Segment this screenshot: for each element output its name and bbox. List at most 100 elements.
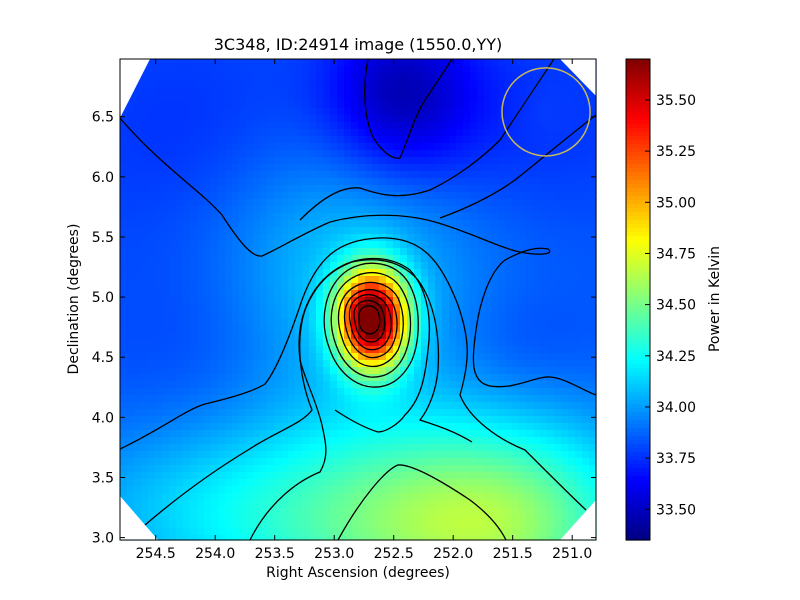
heatmap-cell <box>470 255 478 263</box>
heatmap-cell <box>183 80 191 88</box>
colorbar-strip <box>626 183 650 188</box>
heatmap-cell <box>582 87 590 95</box>
colorbar-tick-label: 34.50 <box>656 298 696 314</box>
heatmap-cell <box>337 129 345 137</box>
heatmap-cell <box>498 325 506 333</box>
heatmap-cell <box>386 367 394 375</box>
heatmap-cell <box>463 129 471 137</box>
heatmap-cell <box>309 423 317 431</box>
heatmap-cell <box>533 185 541 193</box>
heatmap-cell <box>372 409 380 417</box>
heatmap-cell <box>155 227 163 235</box>
heatmap-cell <box>302 360 310 368</box>
heatmap-cell <box>505 465 513 473</box>
heatmap-cell <box>274 353 282 361</box>
heatmap-cell <box>400 535 408 541</box>
heatmap-cell <box>582 164 590 172</box>
heatmap-cell <box>470 213 478 221</box>
heatmap-cell <box>176 402 184 410</box>
x-tick-label: 254.0 <box>195 546 235 562</box>
heatmap-cell <box>183 248 191 256</box>
colorbar-strip <box>626 295 650 301</box>
heatmap-cell <box>582 213 590 221</box>
heatmap-cell <box>218 325 226 333</box>
heatmap-cell <box>246 276 254 284</box>
heatmap-cell <box>344 423 352 431</box>
heatmap-cell <box>239 507 247 515</box>
heatmap-cell <box>197 318 205 326</box>
heatmap-cell <box>274 339 282 347</box>
heatmap-cell <box>393 507 401 515</box>
heatmap-cell <box>330 521 338 529</box>
heatmap-cell <box>169 423 177 431</box>
heatmap-cell <box>274 472 282 480</box>
heatmap-cell <box>484 409 492 417</box>
heatmap-cell <box>575 486 583 494</box>
heatmap-cell <box>134 185 142 193</box>
heatmap-cell <box>190 94 198 102</box>
heatmap-cell <box>470 206 478 214</box>
heatmap-cell <box>169 185 177 193</box>
heatmap-cell <box>120 192 128 200</box>
heatmap-cell <box>253 423 261 431</box>
heatmap-cell <box>120 276 128 284</box>
heatmap-cell <box>330 304 338 312</box>
heatmap-cell <box>309 150 317 158</box>
heatmap-cell <box>302 395 310 403</box>
heatmap-cell <box>582 171 590 179</box>
heatmap-cell <box>561 234 569 242</box>
heatmap-cell <box>260 157 268 165</box>
heatmap-cell <box>274 115 282 123</box>
heatmap-cell <box>323 430 331 438</box>
heatmap-cell <box>463 80 471 88</box>
heatmap-cell <box>225 115 233 123</box>
heatmap-cell <box>169 535 177 541</box>
heatmap-cell <box>344 122 352 130</box>
heatmap-cell <box>386 199 394 207</box>
heatmap-cell <box>519 206 527 214</box>
heatmap-cell <box>505 234 513 242</box>
heatmap-cell <box>456 192 464 200</box>
heatmap-cell <box>309 185 317 193</box>
heatmap-cell <box>141 367 149 375</box>
heatmap-cell <box>183 339 191 347</box>
heatmap-cell <box>400 423 408 431</box>
heatmap-cell <box>169 248 177 256</box>
heatmap-cell <box>246 486 254 494</box>
heatmap-cell <box>218 507 226 515</box>
heatmap-cell <box>428 94 436 102</box>
heatmap-cell <box>190 192 198 200</box>
heatmap-cell <box>120 367 128 375</box>
heatmap-cell <box>134 283 142 291</box>
heatmap-cell <box>456 535 464 541</box>
heatmap-cell <box>351 465 359 473</box>
heatmap-cell <box>155 108 163 116</box>
heatmap-cell <box>176 339 184 347</box>
heatmap-cell <box>526 402 534 410</box>
heatmap-cell <box>169 395 177 403</box>
heatmap-cell <box>484 185 492 193</box>
colorbar-strip <box>626 139 650 144</box>
heatmap-cell <box>246 339 254 347</box>
heatmap-cell <box>253 311 261 319</box>
heatmap-cell <box>155 465 163 473</box>
heatmap-cell <box>239 395 247 403</box>
heatmap-cell <box>386 241 394 249</box>
heatmap-cell <box>554 514 562 522</box>
heatmap-cell <box>239 416 247 424</box>
heatmap-cell <box>148 262 156 270</box>
heatmap-cell <box>512 528 520 536</box>
heatmap-cell <box>526 325 534 333</box>
heatmap-cell <box>211 255 219 263</box>
heatmap-cell <box>519 304 527 312</box>
heatmap-cell <box>218 73 226 81</box>
heatmap-cell <box>127 94 135 102</box>
heatmap-cell <box>176 213 184 221</box>
colorbar-strip <box>626 167 650 172</box>
heatmap-cell <box>505 220 513 228</box>
heatmap-cell <box>169 388 177 396</box>
heatmap-cell <box>589 430 597 438</box>
heatmap-cell <box>211 332 219 340</box>
heatmap-cell <box>470 220 478 228</box>
heatmap-cell <box>141 430 149 438</box>
